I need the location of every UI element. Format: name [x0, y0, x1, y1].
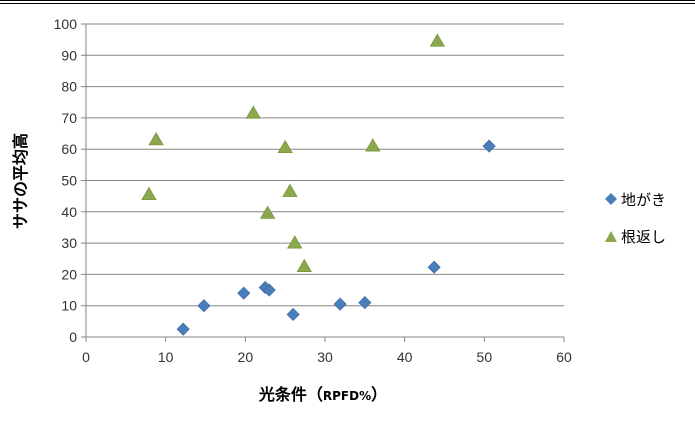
data-point-triangle: [141, 186, 157, 200]
top-border-line: [0, 0, 695, 1]
y-tick-label: 100: [54, 16, 78, 32]
data-point-diamond: [333, 297, 347, 311]
legend-marker-triangle: [605, 231, 617, 242]
data-point-diamond: [482, 139, 496, 153]
y-tick-label: 80: [61, 79, 77, 95]
data-point-triangle: [287, 235, 303, 249]
x-tick-label: 60: [556, 349, 572, 365]
y-tick-label: 40: [61, 204, 77, 220]
data-point-diamond: [176, 322, 190, 336]
legend-item-1: 根返し: [605, 228, 666, 246]
data-point-triangle: [282, 183, 298, 197]
x-tick-label: 10: [158, 349, 174, 365]
legend-label-1: 根返し: [621, 228, 666, 246]
data-point-triangle: [277, 139, 293, 154]
gridlines: [86, 23, 564, 307]
legend-label-0: 地がき: [621, 191, 666, 209]
y-tick-label: 70: [61, 110, 77, 126]
top-border-line-inner: [0, 3, 695, 4]
data-point-triangle: [148, 132, 164, 146]
x-axis-title-paren-close: ）: [371, 385, 387, 404]
x-tick-label: 30: [317, 349, 333, 365]
y-tick-labels: 0 10 20 30 40 50 60 70 80 90 100: [54, 16, 78, 345]
y-tick-label: 60: [61, 141, 77, 157]
x-axis-title-paren-open: （: [307, 385, 323, 404]
y-tick-label: 20: [61, 266, 77, 282]
y-tick-label: 30: [61, 235, 77, 251]
data-point-triangle: [259, 205, 276, 219]
data-point-diamond: [237, 286, 251, 300]
data-point-triangle: [245, 105, 261, 119]
data-point-diamond: [262, 283, 276, 297]
y-axis-title: ササの平均高: [11, 133, 30, 229]
x-tick-label: 0: [82, 349, 90, 365]
data-point-triangle: [429, 33, 446, 47]
data-point-diamond: [427, 260, 441, 274]
x-tick-label: 40: [397, 349, 413, 365]
legend-marker-diamond: [605, 193, 617, 205]
x-tick-label: 20: [238, 349, 254, 365]
x-tick-label: 50: [477, 349, 493, 365]
data-point-diamond: [197, 299, 211, 313]
legend: 地がき 根返し: [605, 191, 666, 246]
data-point-diamond: [358, 296, 372, 310]
y-tick-label: 10: [61, 298, 77, 314]
legend-item-0: 地がき: [605, 191, 666, 209]
data-point-triangle: [296, 258, 312, 272]
y-tick-label: 50: [61, 173, 77, 189]
x-axis-title-main: 光条件: [258, 385, 307, 404]
y-tick-label: 0: [69, 329, 77, 345]
y-tick-label: 90: [61, 47, 77, 63]
x-tick-labels: 0 10 20 30 40 50 60: [82, 349, 572, 365]
x-axis-title: 光条件（RPFD%）: [258, 385, 387, 404]
data-point-diamond: [286, 307, 300, 322]
data-points: [141, 33, 496, 336]
axes: [81, 23, 565, 342]
x-axis-title-unit: RPFD%: [323, 389, 371, 403]
data-point-triangle: [365, 138, 381, 152]
